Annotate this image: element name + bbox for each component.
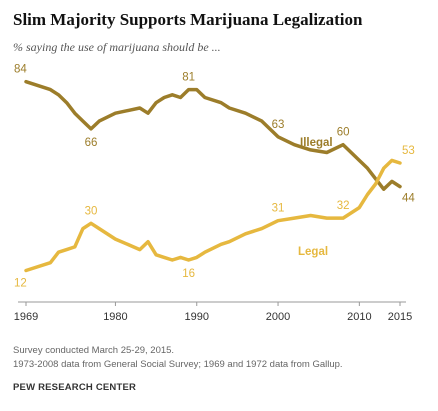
data-source-note: 1973-2008 data from General Social Surve… (13, 359, 343, 370)
data-label-illegal: 81 (182, 72, 195, 84)
x-tick-label: 2000 (266, 311, 290, 323)
data-label-legal: 30 (85, 205, 98, 217)
series-name-label-illegal: Illegal (300, 137, 333, 149)
data-label-illegal: 44 (402, 193, 415, 205)
data-label-illegal: 84 (14, 64, 27, 76)
x-tick-label: 2015 (388, 311, 412, 323)
x-axis: 1969 1980 1990 2000 2010 2015 (14, 301, 412, 323)
data-label-illegal: 60 (337, 127, 350, 139)
series-lines (24, 79, 402, 273)
data-label-legal: 16 (182, 268, 195, 280)
data-labels: 84 66 81 63 60 44 Illegal 12 30 16 31 32 53 Legal (14, 64, 415, 290)
line-chart: 1969 1980 1990 2000 2010 2015 84 66 81 63 60 44 Ill… (14, 64, 416, 323)
x-tick-label: 1969 (14, 311, 38, 323)
survey-note: Survey conducted March 25-29, 2015. (13, 345, 175, 356)
data-label-illegal: 63 (272, 119, 285, 131)
x-tick-label: 1990 (184, 311, 208, 323)
series-line-legal (24, 158, 402, 273)
source-credit: PEW RESEARCH CENTER (13, 382, 137, 393)
data-label-legal: 32 (337, 200, 350, 212)
chart-title: Slim Majority Supports Marijuana Legaliz… (13, 10, 363, 29)
x-tick-label: 1980 (103, 311, 127, 323)
chart-subtitle: % saying the use of marijuana should be … (13, 40, 221, 54)
x-tick-label: 2010 (347, 311, 371, 323)
data-label-legal: 53 (402, 145, 415, 157)
data-label-legal: 12 (14, 278, 27, 290)
data-label-illegal: 66 (85, 137, 98, 149)
series-line-illegal (24, 79, 402, 191)
data-label-legal: 31 (272, 203, 285, 215)
series-name-label-legal: Legal (298, 246, 328, 258)
